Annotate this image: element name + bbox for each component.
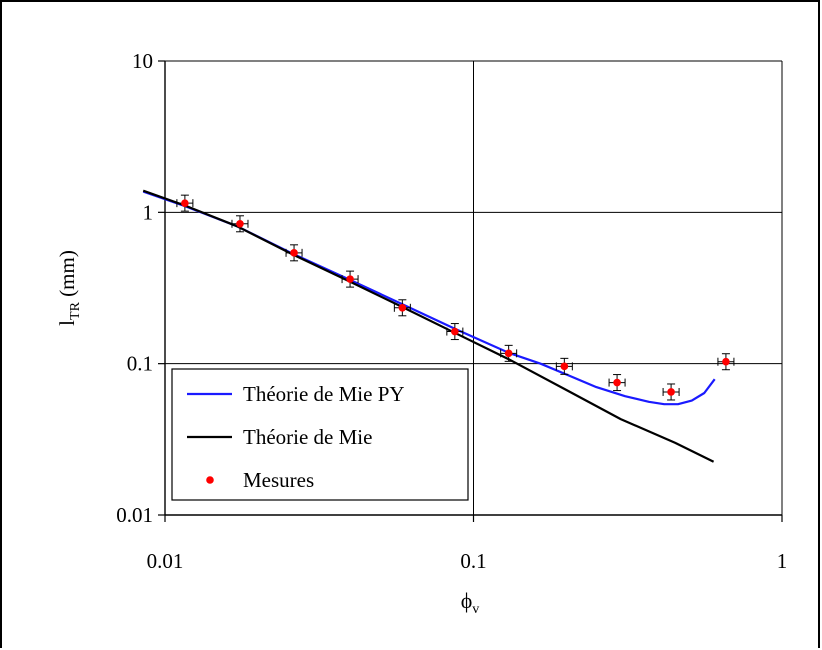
data-point (341, 270, 359, 288)
x-tick-label: 0.01 (147, 549, 184, 573)
data-point (608, 374, 626, 392)
series-layer (142, 189, 735, 463)
legend-swatch-mesures (206, 476, 214, 484)
data-point (446, 323, 464, 341)
y-tick-label: 10 (132, 49, 153, 73)
data-point (393, 299, 411, 317)
data-marker (451, 327, 459, 336)
data-marker (613, 378, 621, 387)
y-tick-label: 0.1 (127, 352, 153, 376)
y-tick-label: 1 (143, 200, 154, 224)
data-point (176, 194, 194, 212)
data-point (662, 383, 680, 401)
x-axis-label-main: ϕ (461, 588, 473, 613)
data-marker (504, 349, 513, 358)
legend-label-mesures: Mesures (243, 468, 314, 492)
data-marker (722, 357, 730, 366)
series-line-mie (142, 189, 715, 463)
y-axis-label-suffix: (mm) (55, 250, 79, 302)
axes (158, 60, 783, 522)
data-marker (560, 362, 569, 371)
y-tick-label: 0.01 (116, 503, 153, 527)
data-point (555, 357, 573, 375)
data-marker (398, 303, 407, 312)
x-axis-label: ϕv (461, 588, 480, 617)
y-axis-label-sub: TR (68, 301, 83, 320)
y-axis-label: lTR (mm) (55, 250, 83, 326)
data-marker (667, 388, 675, 396)
tick-labels: 0.01 0.1 1 10 1 0.1 0.01 (116, 49, 787, 573)
legend-label-mie: Théorie de Mie (243, 425, 372, 449)
data-point (231, 215, 249, 233)
legend-label-mie-py: Théorie de Mie PY (243, 382, 405, 406)
data-marker (236, 219, 244, 228)
data-point (285, 244, 303, 262)
legend: Théorie de Mie PY Théorie de Mie Mesures (171, 368, 469, 501)
x-tick-label: 1 (777, 549, 788, 573)
x-axis-label-sub: v (472, 602, 479, 617)
data-marker (181, 199, 189, 207)
x-tick-label: 0.1 (460, 549, 486, 573)
data-marker (346, 275, 354, 283)
data-marker (290, 249, 298, 257)
legend-box (171, 368, 469, 501)
y-axis-label-main: l (55, 320, 79, 326)
data-point (500, 344, 518, 362)
data-point (717, 353, 735, 371)
